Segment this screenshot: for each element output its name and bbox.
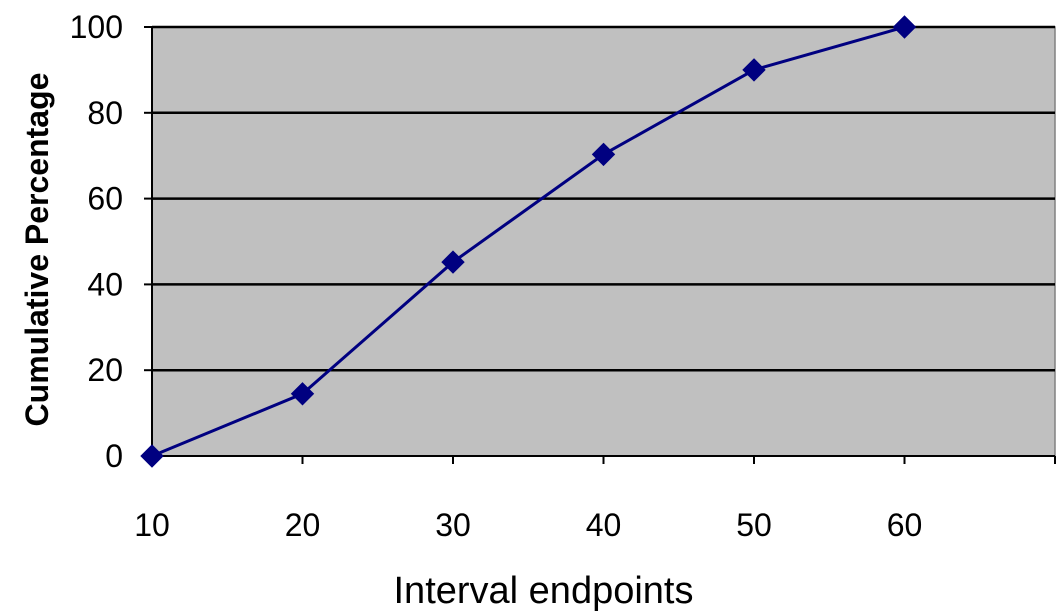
x-tick-label: 30 bbox=[435, 507, 471, 543]
data-point-diamond-icon bbox=[742, 58, 766, 82]
plot-area bbox=[151, 26, 1056, 457]
series-line bbox=[151, 25, 905, 458]
gridlines bbox=[152, 25, 1055, 372]
x-axis bbox=[151, 455, 1056, 464]
x-tick-label: 50 bbox=[736, 507, 772, 543]
data-point-diamond-icon bbox=[591, 142, 616, 167]
x-tick-label: 60 bbox=[887, 507, 923, 543]
series bbox=[140, 15, 917, 468]
y-axis bbox=[144, 26, 153, 457]
y-tick-label: 0 bbox=[105, 438, 123, 474]
y-tick-label: 100 bbox=[70, 9, 123, 45]
x-tick-label: 10 bbox=[134, 507, 170, 543]
x-tick-labels: 10 20 30 40 50 60 bbox=[134, 507, 922, 543]
data-point-diamond-icon bbox=[441, 250, 465, 274]
y-tick-label: 60 bbox=[87, 181, 123, 217]
data-point-diamond-icon bbox=[140, 444, 164, 468]
x-axis-title: Interval endpoints bbox=[394, 570, 694, 612]
x-tick-label: 20 bbox=[285, 507, 321, 543]
y-tick-label: 40 bbox=[87, 266, 123, 302]
y-tick-label: 20 bbox=[87, 352, 123, 388]
y-tick-labels: 0 20 40 60 80 100 bbox=[70, 9, 123, 474]
y-axis-title: Cumulative Percentage bbox=[19, 73, 55, 427]
x-tick-label: 40 bbox=[586, 507, 622, 543]
data-point-diamond-icon bbox=[892, 15, 917, 39]
y-tick-label: 80 bbox=[87, 95, 123, 131]
data-point-diamond-icon bbox=[290, 382, 315, 406]
